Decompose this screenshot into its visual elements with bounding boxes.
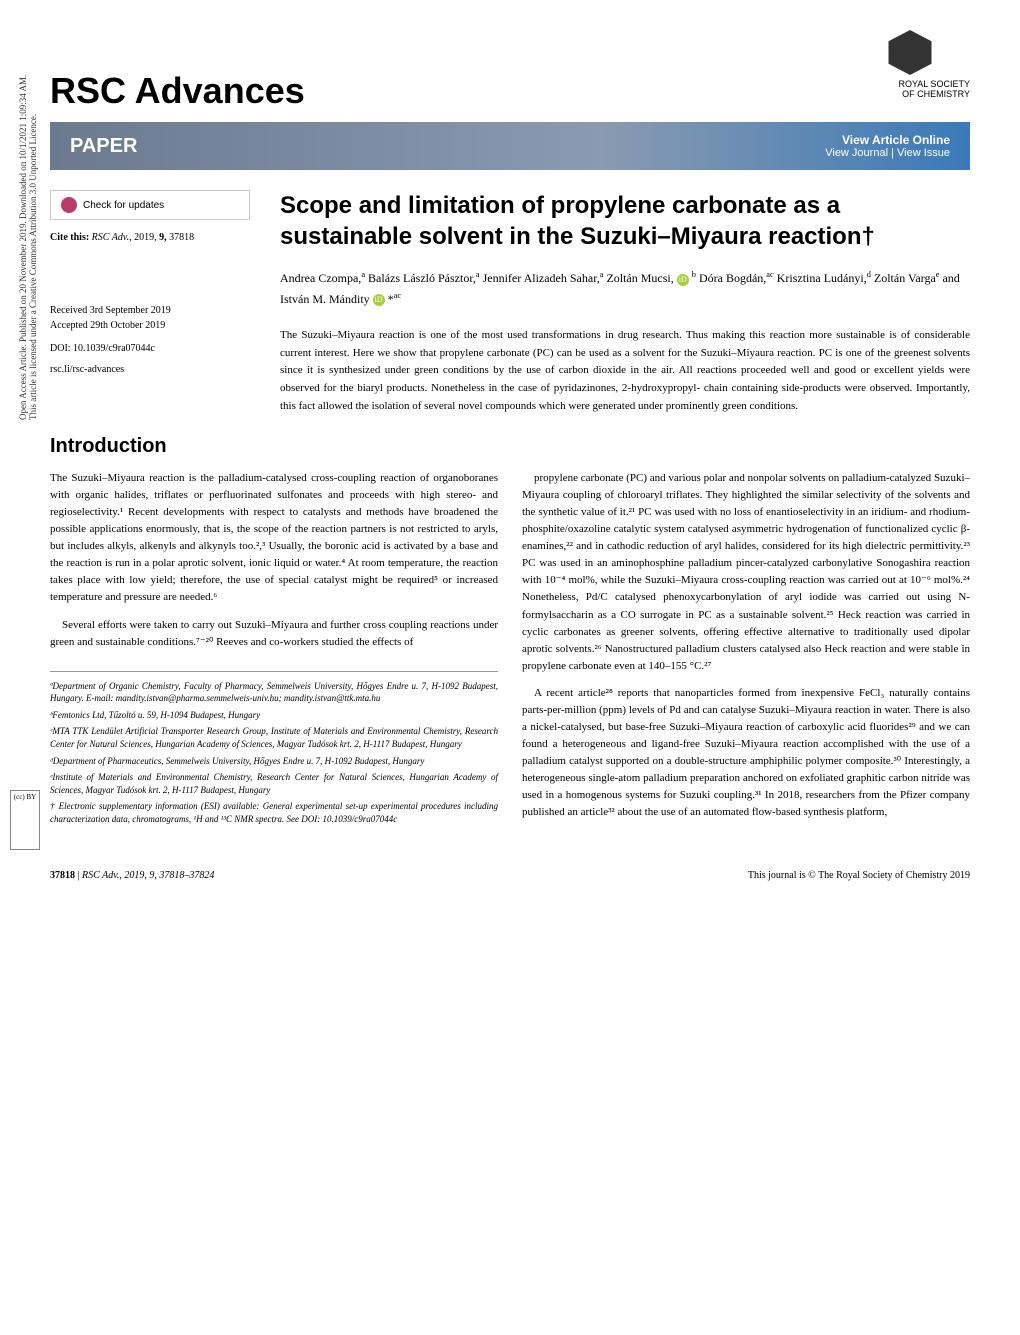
view-journal-link[interactable]: View Journal [825, 147, 888, 159]
body-text: The Suzuki–Miyaura reaction is the palla… [50, 470, 970, 830]
open-access-sidebar: Open Access Article. Published on 20 Nov… [18, 40, 38, 420]
cc-by-badge: (cc) BY [10, 790, 40, 850]
article-type-label: PAPER [70, 135, 137, 158]
left-meta-column: Check for updates Cite this: RSC Adv., 2… [50, 190, 250, 415]
page-footer: 37818 | RSC Adv., 2019, 9, 37818–37824 T… [50, 860, 970, 881]
article-title: Scope and limitation of propylene carbon… [280, 190, 970, 252]
publisher-logo: ROYAL SOCIETY OF CHEMISTRY [850, 30, 970, 110]
intro-p1: The Suzuki–Miyaura reaction is the palla… [50, 470, 498, 606]
affiliations: ªDepartment of Organic Chemistry, Facult… [50, 671, 498, 826]
page-number: 37818 [50, 870, 75, 881]
view-article-online-link[interactable]: View Article Online [825, 133, 950, 147]
intro-p3: propylene carbonate (PC) and various pol… [522, 470, 970, 675]
abstract: The Suzuki–Miyaura reaction is one of th… [280, 327, 970, 415]
header-bar: PAPER View Article Online View Journal |… [50, 122, 970, 170]
crossmark-icon [61, 197, 77, 213]
cite-journal: RSC Adv. [92, 232, 129, 243]
affil-d: ᵈDepartment of Pharmaceutics, Semmelweis… [50, 755, 498, 768]
logo-line2: OF CHEMISTRY [902, 89, 970, 99]
received-date: Received 3rd September 2019 [50, 303, 250, 318]
accepted-date: Accepted 29th October 2019 [50, 318, 250, 333]
cite-prefix: Cite this: [50, 232, 89, 243]
journal-title: RSC Advances [50, 70, 970, 112]
esi-note: † Electronic supplementary information (… [50, 800, 498, 825]
check-updates-label: Check for updates [83, 200, 164, 211]
sidebar-line1: Open Access Article. Published on 20 Nov… [18, 75, 28, 420]
intro-p2: Several efforts were taken to carry out … [50, 617, 498, 651]
cite-vol: 9, [159, 232, 167, 243]
affil-e: ᵉInstitute of Materials and Environmenta… [50, 771, 498, 796]
intro-p4: A recent article²⁸ reports that nanopart… [522, 685, 970, 821]
introduction-heading: Introduction [50, 435, 970, 458]
rsc-link[interactable]: rsc.li/rsc-advances [50, 364, 250, 375]
footer-citation: RSC Adv., 2019, 9, 37818–37824 [82, 870, 214, 881]
check-updates-button[interactable]: Check for updates [50, 190, 250, 220]
footer-copyright: This journal is © The Royal Society of C… [748, 870, 970, 881]
view-links: View Article Online View Journal | View … [825, 133, 950, 159]
dates: Received 3rd September 2019 Accepted 29t… [50, 303, 250, 333]
sidebar-line2: This article is licensed under a Creativ… [28, 114, 38, 420]
doi: DOI: 10.1039/c9ra07044c [50, 343, 250, 354]
cite-page: 37818 [169, 232, 194, 243]
rsc-hexagon-icon [885, 30, 935, 75]
author-list: Andrea Czompa,a Balázs László Pásztor,a … [280, 268, 970, 309]
view-issue-link[interactable]: View Issue [897, 147, 950, 159]
right-content-column: Scope and limitation of propylene carbon… [280, 190, 970, 415]
affil-a: ªDepartment of Organic Chemistry, Facult… [50, 680, 498, 705]
cite-year: 2019, [134, 232, 157, 243]
cite-this: Cite this: RSC Adv., 2019, 9, 37818 [50, 232, 250, 243]
logo-line1: ROYAL SOCIETY [898, 79, 970, 89]
affil-b: ᵇFemtonics Ltd, Tűzoltó u. 59, H-1094 Bu… [50, 709, 498, 722]
footer-left: 37818 | RSC Adv., 2019, 9, 37818–37824 [50, 870, 214, 881]
affil-c: ᶜMTA TTK Lendület Artificial Transporter… [50, 725, 498, 750]
